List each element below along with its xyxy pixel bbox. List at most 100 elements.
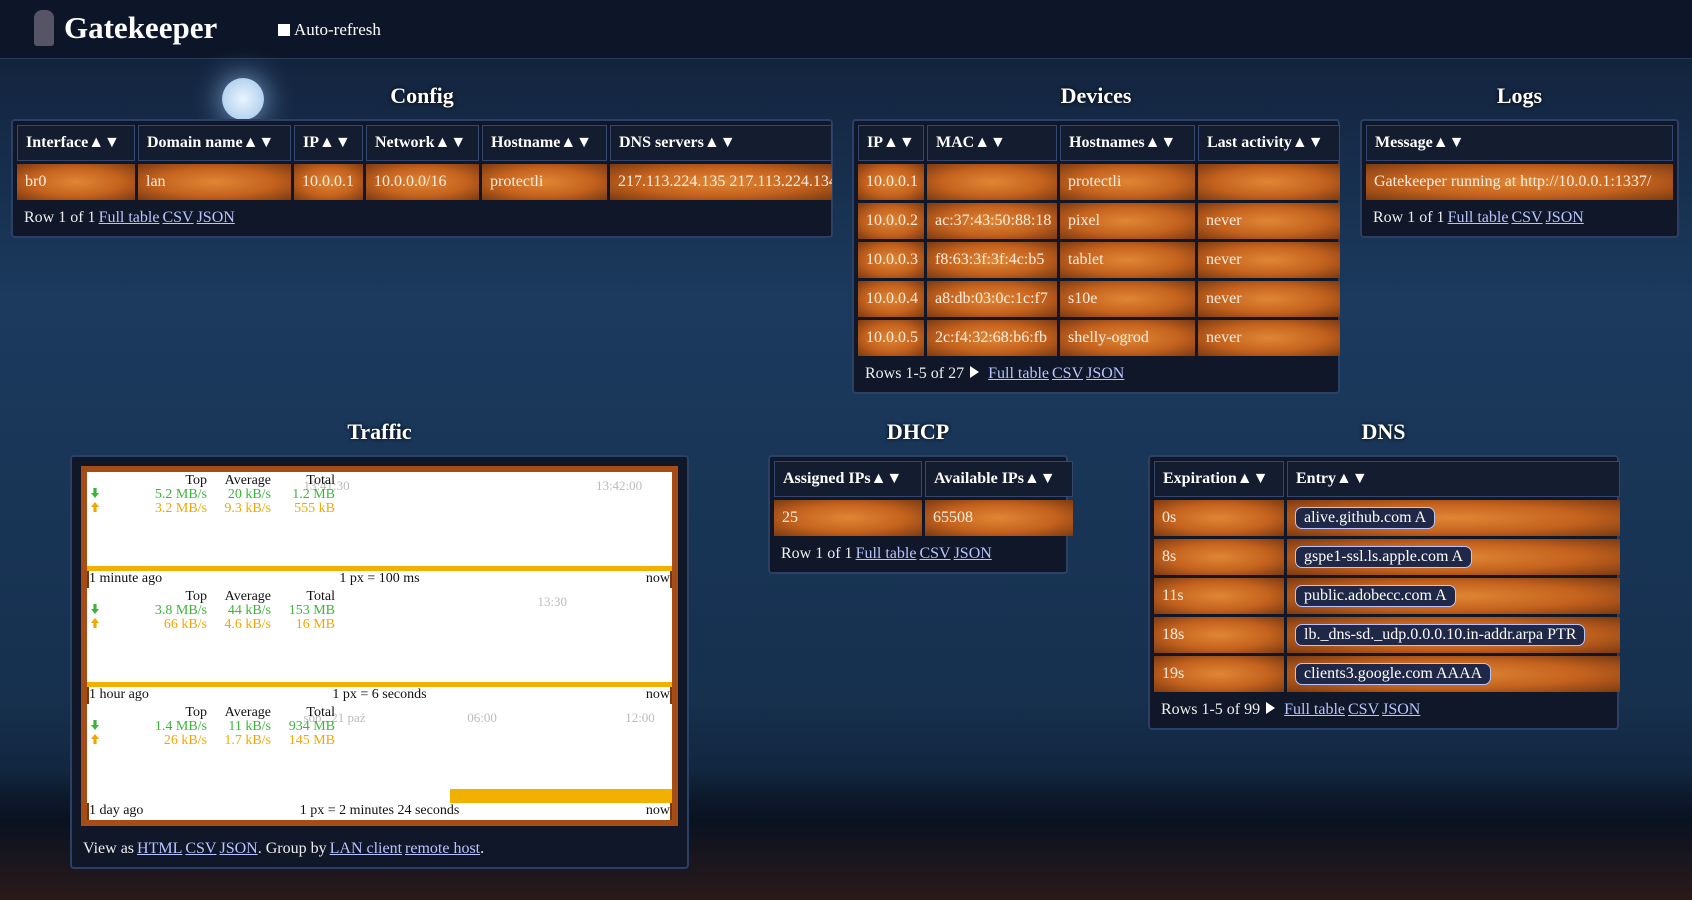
column-header[interactable]: IP▲▼ xyxy=(858,125,924,161)
cell-text: 18s xyxy=(1162,626,1185,643)
column-header[interactable]: MAC▲▼ xyxy=(927,125,1057,161)
column-name: DNS servers xyxy=(619,134,704,151)
sort-icon[interactable]: ▲▼ xyxy=(242,134,275,151)
stat-header: Total xyxy=(306,473,335,488)
cell-text: 10.0.0.1 xyxy=(866,173,918,190)
cell: 10.0.0.1 xyxy=(294,164,363,200)
cell-text: 10.0.0.5 xyxy=(866,329,918,346)
sort-icon[interactable]: ▲▼ xyxy=(319,134,351,151)
stat-header: Top xyxy=(185,589,207,604)
stat-value: 4.6 kB/s xyxy=(224,617,271,632)
stat-value: 20 kB/s xyxy=(227,487,271,502)
column-header[interactable]: Interface▲▼ xyxy=(17,125,135,161)
group-link[interactable]: remote host xyxy=(405,840,481,857)
column-header[interactable]: DNS servers▲▼ xyxy=(610,125,832,161)
footer-link[interactable]: JSON xyxy=(1545,209,1584,226)
sort-icon[interactable]: ▲▼ xyxy=(1336,470,1368,487)
view-link[interactable]: HTML xyxy=(137,840,183,857)
cell: never xyxy=(1198,242,1340,278)
cell-text: 10.0.0.1 xyxy=(302,173,354,190)
row: 10.0.0.4 a8:db:03:0c:1c:f7 s10e never xyxy=(858,281,1340,317)
moon xyxy=(222,78,264,120)
footer-link[interactable]: JSON xyxy=(196,209,235,226)
column-name: Last activity xyxy=(1207,134,1292,151)
stat-value: 26 kB/s xyxy=(163,733,207,748)
group-link[interactable]: LAN client xyxy=(329,840,403,857)
footer-link[interactable]: Full table xyxy=(1284,701,1345,718)
footer-link[interactable]: CSV xyxy=(919,545,951,562)
row: 25 65508 xyxy=(774,500,1073,536)
column-header[interactable]: Message▲▼ xyxy=(1366,125,1673,161)
footer-link[interactable]: Full table xyxy=(98,209,160,226)
stat-header: Average xyxy=(224,705,271,720)
column-header[interactable]: Last activity▲▼ xyxy=(1198,125,1340,161)
column-name: Network xyxy=(375,134,435,151)
column-header[interactable]: Hostnames▲▼ xyxy=(1060,125,1195,161)
footer-link[interactable]: Full table xyxy=(988,365,1049,382)
footer-link[interactable]: Full table xyxy=(855,545,917,562)
column-name: MAC xyxy=(936,134,975,151)
footer-link[interactable]: JSON xyxy=(1086,365,1125,382)
sort-icon[interactable]: ▲▼ xyxy=(1144,134,1177,151)
footer-link[interactable]: CSV xyxy=(1348,701,1380,718)
graph-box: 13:41:30 13:42:00 Top Average Total 5.2 MB/s 2… xyxy=(81,466,678,826)
column-header[interactable]: Domain name▲▼ xyxy=(138,125,291,161)
sort-icon[interactable]: ▲▼ xyxy=(560,134,592,151)
sort-icon[interactable]: ▲▼ xyxy=(883,134,915,151)
footer-link[interactable]: CSV xyxy=(162,209,194,226)
column-header[interactable]: Entry▲▼ xyxy=(1287,461,1620,497)
stat-header: Total xyxy=(306,589,335,604)
column-header[interactable]: Assigned IPs▲▼ xyxy=(774,461,922,497)
time-marker: 06:00 xyxy=(467,710,497,725)
range-start: 1 hour ago xyxy=(89,687,149,702)
view-link[interactable]: JSON xyxy=(219,840,258,857)
column-name: Entry xyxy=(1296,470,1336,487)
footer-link[interactable]: CSV xyxy=(1052,365,1084,382)
expand-arrow[interactable] xyxy=(1266,702,1276,714)
cell: ac:37:43:50:88:18 xyxy=(927,203,1057,239)
panel-title: Logs xyxy=(1496,83,1543,108)
column-header[interactable]: IP▲▼ xyxy=(294,125,363,161)
cell-text: 19s xyxy=(1162,665,1185,682)
sort-icon[interactable]: ▲▼ xyxy=(434,134,467,151)
column-header[interactable]: Expiration▲▼ xyxy=(1154,461,1284,497)
sort-icon[interactable]: ▲▼ xyxy=(1291,134,1324,151)
footer-link[interactable]: JSON xyxy=(1382,701,1421,718)
sort-icon[interactable]: ▲▼ xyxy=(88,134,120,151)
logo-icon xyxy=(34,10,54,46)
range-start: 1 minute ago xyxy=(89,571,163,586)
config-panel: Config Interface▲▼ Domain name▲▼ IP▲▼ Networ… xyxy=(11,83,833,238)
sort-icon[interactable]: ▲▼ xyxy=(870,470,903,487)
cell: lb._dns-sd._udp.0.0.0.10.in-addr.arpa PT… xyxy=(1287,617,1620,653)
cell-text: never xyxy=(1206,212,1242,229)
group-by: . Group by xyxy=(257,840,327,857)
footer-link[interactable]: Full table xyxy=(1447,209,1509,226)
checkbox[interactable] xyxy=(278,24,290,36)
cell-text: shelly-ogrod xyxy=(1068,329,1149,346)
stat-value: 16 MB xyxy=(295,617,335,632)
table-footer: Row 1 of 1 Full table CSV JSON xyxy=(771,539,1065,571)
column-header[interactable]: Hostname▲▼ xyxy=(482,125,607,161)
logs-table: Message▲▼ Gatekeeper running at http://10… xyxy=(1363,122,1676,203)
sort-icon[interactable]: ▲▼ xyxy=(1236,470,1269,487)
sort-icon[interactable]: ▲▼ xyxy=(703,134,736,151)
row: Gatekeeper running at http://10.0.0.1:13… xyxy=(1366,164,1673,200)
footer-link[interactable]: CSV xyxy=(1511,209,1543,226)
sort-icon[interactable]: ▲▼ xyxy=(974,134,1006,151)
sort-icon[interactable]: ▲▼ xyxy=(1023,470,1056,487)
graph: sob., 21 paź 06:00 12:00 Top Average Total 1.4… xyxy=(87,704,672,820)
auto-refresh[interactable]: Auto-refresh xyxy=(278,20,381,40)
sort-icon[interactable]: ▲▼ xyxy=(1432,134,1465,151)
graph: 13:41:30 13:42:00 Top Average Total 5.2 MB/s 2… xyxy=(87,472,672,588)
table-footer: Rows 1-5 of 27 Full table CSV JSON xyxy=(855,359,1337,391)
row: 10.0.0.5 2c:f4:32:68:b6:fb shelly-ogrod nev… xyxy=(858,320,1340,356)
expand-arrow[interactable] xyxy=(970,366,980,378)
view-link[interactable]: CSV xyxy=(185,840,217,857)
footer-end: . xyxy=(480,840,485,857)
footer-link[interactable]: JSON xyxy=(953,545,992,562)
column-header[interactable]: Network▲▼ xyxy=(366,125,479,161)
app-title: Gatekeeper xyxy=(64,10,218,45)
time-marker: 13:42:00 xyxy=(595,478,643,493)
column-header[interactable]: Available IPs▲▼ xyxy=(925,461,1073,497)
